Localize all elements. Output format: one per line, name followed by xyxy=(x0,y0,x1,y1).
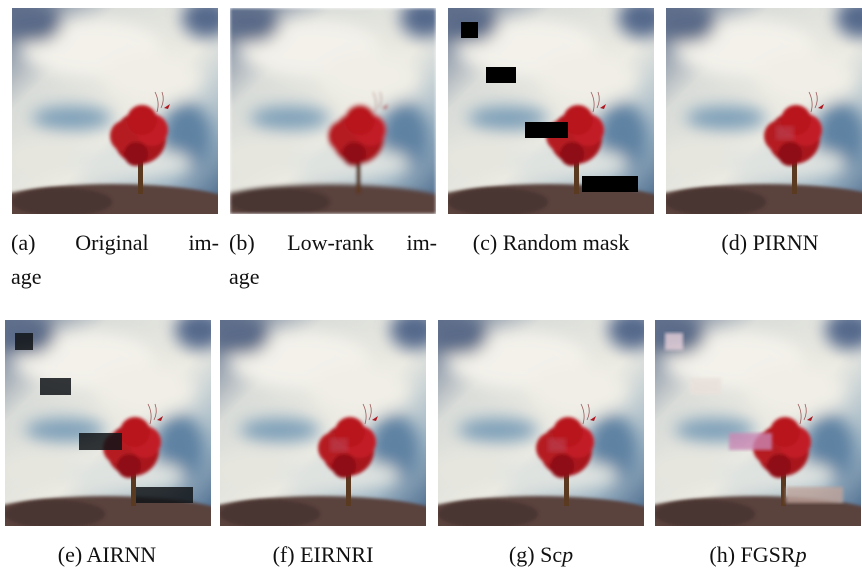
caption-text: age xyxy=(229,264,260,289)
mask-block xyxy=(582,176,638,192)
mask-block xyxy=(486,67,516,83)
result-image xyxy=(666,8,862,214)
caption-line: (c) Random mask xyxy=(447,226,655,260)
caption: (h) FGSRp xyxy=(654,538,862,572)
mask-block xyxy=(461,22,478,38)
caption-label: (e) xyxy=(58,542,82,567)
caption-label: (g) xyxy=(509,542,535,567)
caption-text: EIRNRI xyxy=(300,542,373,567)
caption: (c) Random mask xyxy=(447,226,655,260)
caption-label: (d) xyxy=(721,230,747,255)
result-image xyxy=(5,320,211,526)
caption-italic: p xyxy=(796,542,807,567)
caption-label: (h) xyxy=(709,542,735,567)
caption-line: (a) Original im- xyxy=(11,226,219,260)
caption-text: AIRNN xyxy=(87,542,157,567)
caption-text: PIRNN xyxy=(753,230,819,255)
mask-block xyxy=(40,378,71,395)
result-image xyxy=(655,320,861,526)
caption: (e) AIRNN xyxy=(3,538,211,572)
mask-block xyxy=(79,433,122,450)
caption-text: Sc xyxy=(540,542,562,567)
mask-block xyxy=(786,487,843,503)
mask-block xyxy=(330,438,348,452)
caption-label: (f) xyxy=(273,542,295,567)
result-image xyxy=(438,320,644,526)
caption-text: Random mask xyxy=(503,230,630,255)
caption-line: (d) PIRNN xyxy=(666,226,862,260)
caption-line: (b) Low-rank im- xyxy=(229,226,437,260)
mask-block xyxy=(136,487,193,503)
mask-block xyxy=(665,333,683,350)
caption-label: (b) xyxy=(229,230,255,255)
caption-line: age xyxy=(11,260,219,294)
caption-italic: p xyxy=(562,542,573,567)
caption-text: age xyxy=(11,264,42,289)
caption-line: (f) EIRNRI xyxy=(219,538,427,572)
caption: (f) EIRNRI xyxy=(219,538,427,572)
mask-block xyxy=(690,378,721,395)
mask-block xyxy=(776,126,794,140)
mask-block xyxy=(15,333,33,350)
result-image xyxy=(12,8,218,214)
caption-line: (h) FGSRp xyxy=(654,538,862,572)
caption: (d) PIRNN xyxy=(666,226,862,260)
mask-block xyxy=(729,433,772,450)
caption-line: (g) Scp xyxy=(437,538,645,572)
caption-text: FGSR xyxy=(741,542,796,567)
result-image xyxy=(220,320,426,526)
caption-text: Original im- xyxy=(75,230,219,255)
result-image xyxy=(448,8,654,214)
caption-line: age xyxy=(229,260,437,294)
mask-block xyxy=(525,122,568,138)
figure: (a) Original im-age(b) Low-rank im-age(c… xyxy=(0,0,862,572)
caption-text: Low-rank im- xyxy=(287,230,437,255)
caption-line: (e) AIRNN xyxy=(3,538,211,572)
caption: (b) Low-rank im-age xyxy=(229,226,437,294)
mask-block xyxy=(548,438,566,452)
caption: (g) Scp xyxy=(437,538,645,572)
caption: (a) Original im-age xyxy=(11,226,219,294)
caption-label: (c) xyxy=(473,230,497,255)
result-image xyxy=(230,8,436,214)
caption-label: (a) xyxy=(11,230,35,255)
